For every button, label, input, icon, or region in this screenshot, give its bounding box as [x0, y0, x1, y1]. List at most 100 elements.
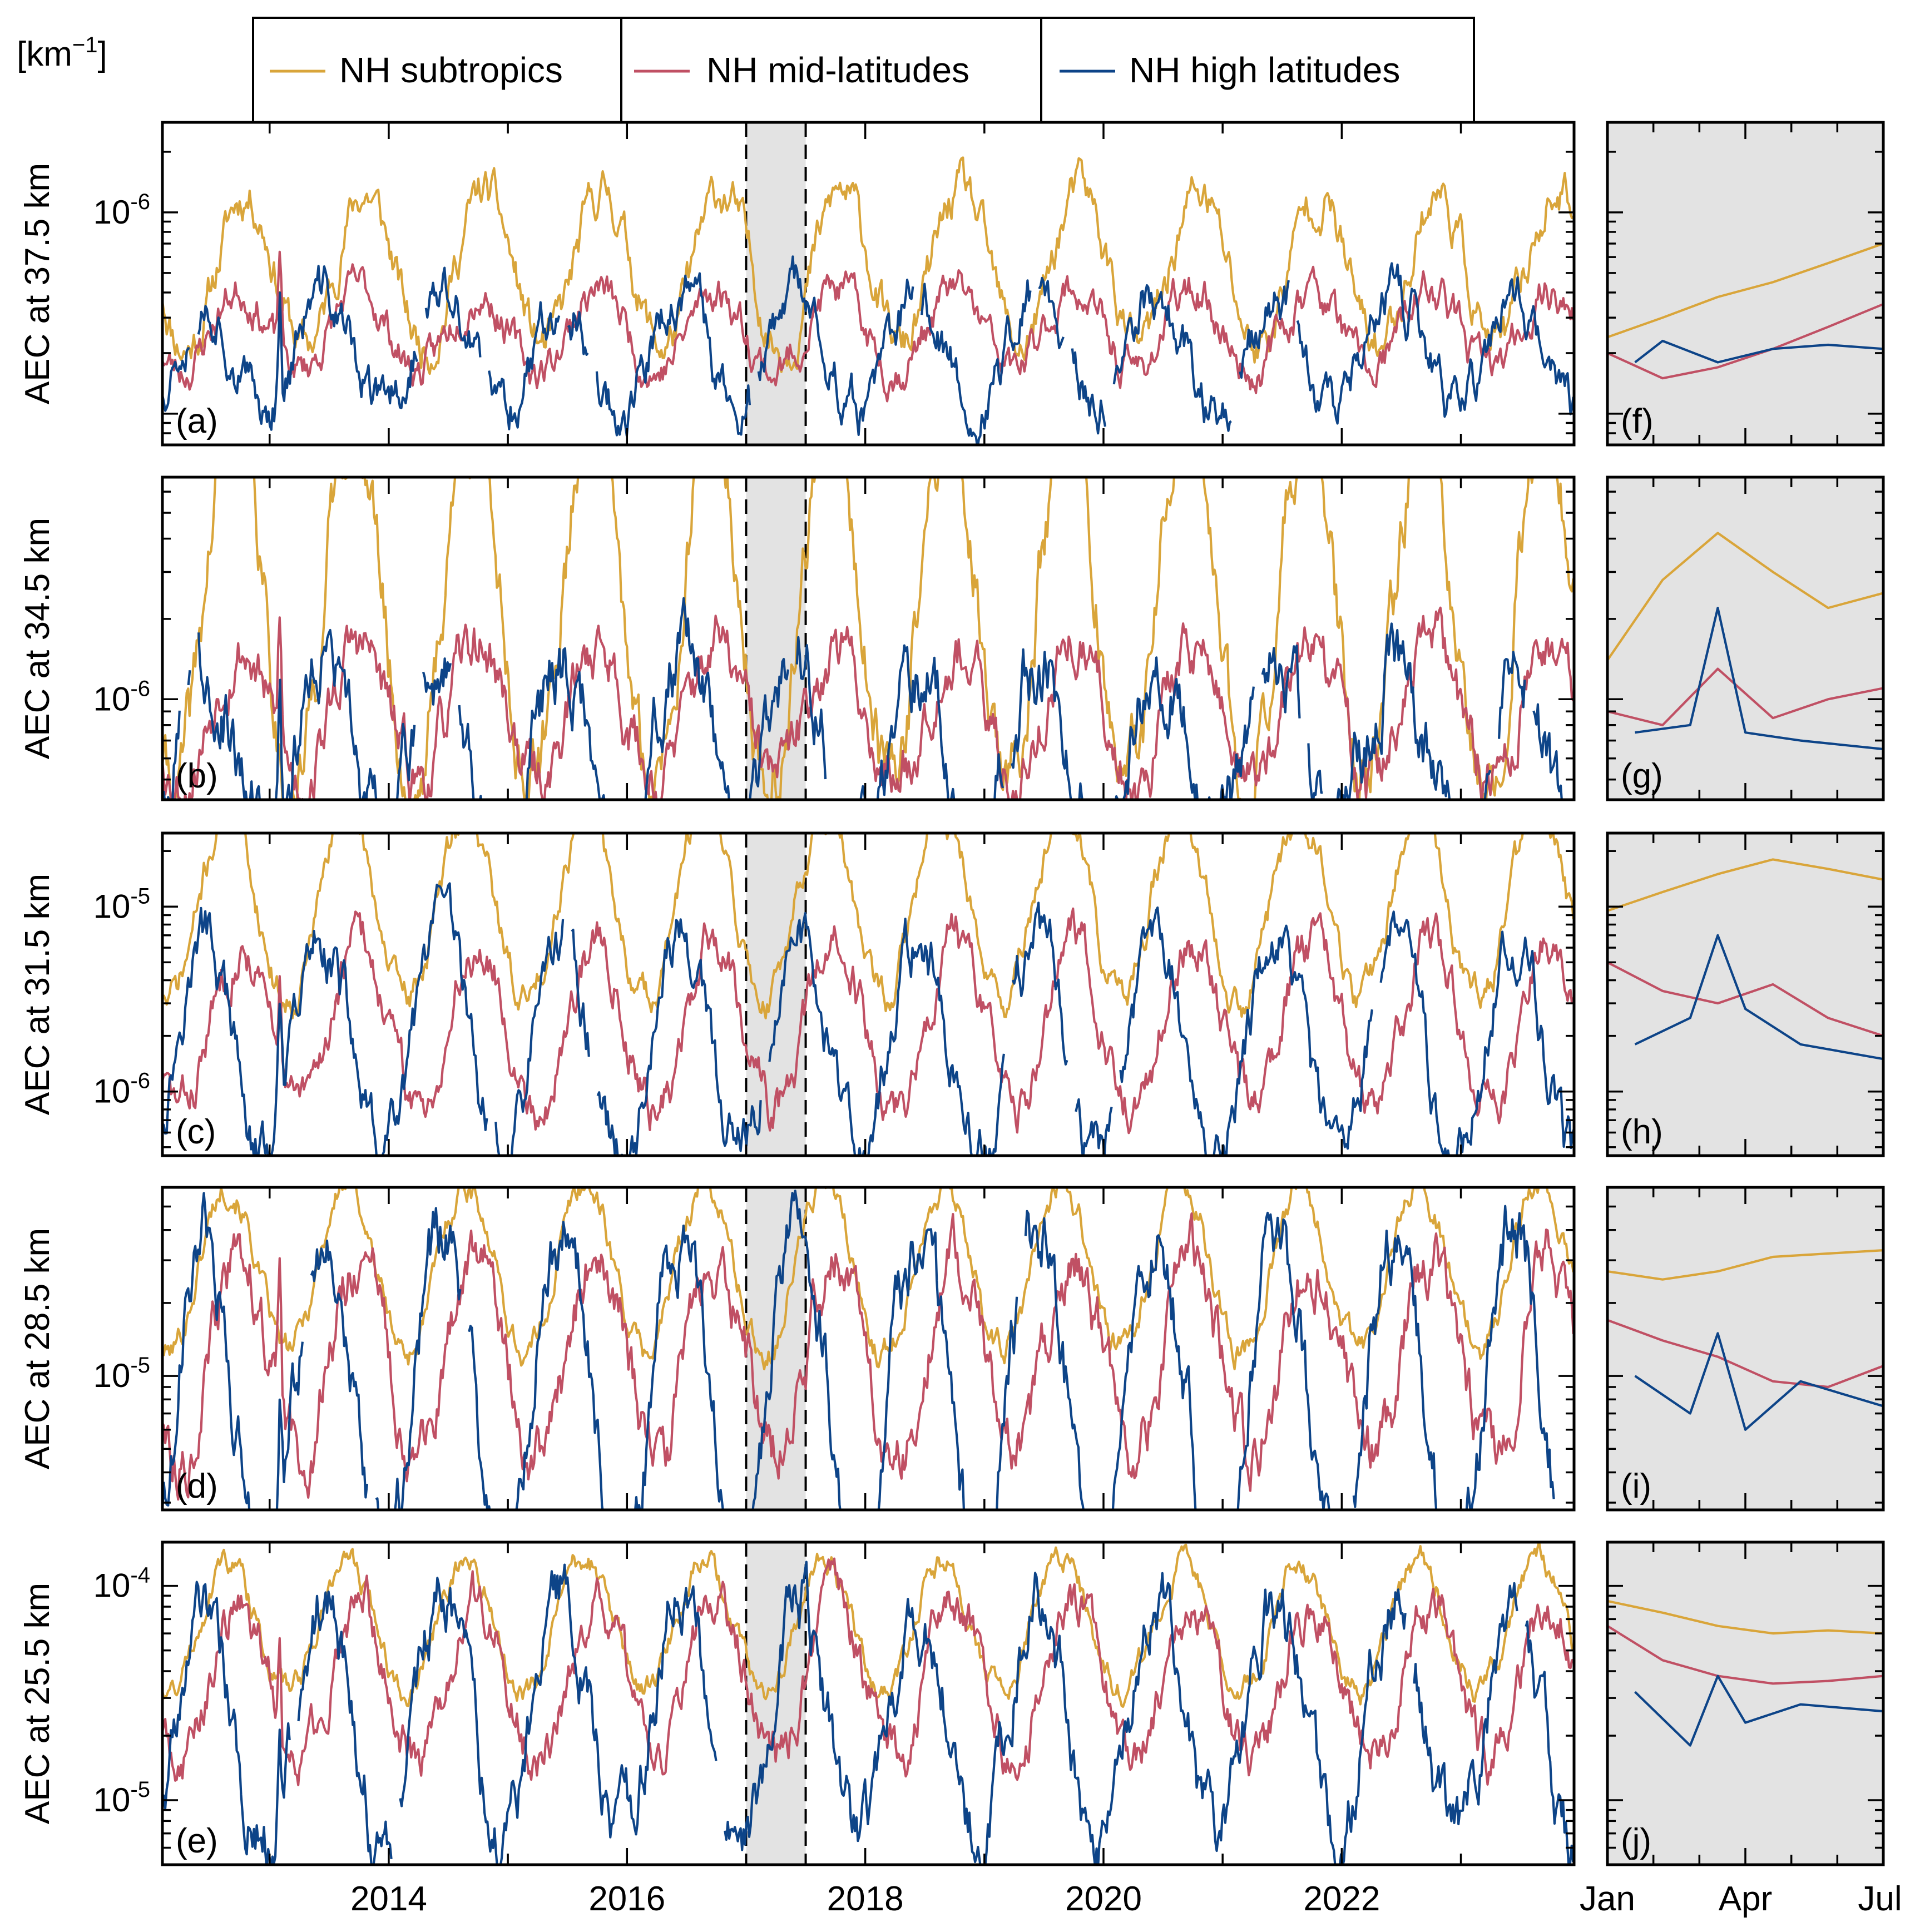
y-tick-label: 10-5: [93, 884, 150, 925]
series-line-nh-high-latitudes-seg-3: [596, 918, 762, 1156]
series-line-nh-high-latitudes-seg-13: [1532, 703, 1563, 800]
panel-frame: [161, 475, 1576, 801]
zoom-series-line-nh-high-latitudes: [1634, 1332, 1883, 1431]
y-tick-label: 10-5: [93, 1777, 150, 1819]
series-line-nh-high-latitudes-seg-6: [859, 644, 1004, 800]
series-line-nh-high-latitudes-seg-9: [1071, 348, 1107, 435]
zoom-panel-label: (j): [1621, 1822, 1651, 1860]
zoom-series-line-nh-high-latitudes: [1634, 934, 1883, 1061]
legend-label-midlat: NH mid-latitudes: [706, 50, 969, 90]
series-line-nh-high-latitudes-seg-5: [1011, 901, 1068, 1066]
panel-4: 10-5 10-4 (e) (j) AEC at 25.5 km: [18, 1540, 1885, 1866]
zoom-series-line-nh-mid-latitudes: [1607, 303, 1883, 380]
y-tick-label: 10-6: [93, 1069, 150, 1110]
series-line-nh-high-latitudes-seg-4: [567, 311, 589, 356]
series-line-nh-high-latitudes-seg-6: [1075, 1098, 1113, 1156]
y-axis-title: AEC at 31.5 km: [18, 874, 57, 1115]
panel-label: (b): [176, 757, 218, 795]
legend-label-subtropics: NH subtropics: [339, 50, 563, 90]
panel-0: 10-6 (a) (f) AEC at 37.5 km: [18, 121, 1885, 447]
zoom-series-line-nh-mid-latitudes: [1607, 1319, 1883, 1389]
zoom-series-line-nh-mid-latitudes: [1607, 667, 1883, 726]
series-line-nh-high-latitudes-seg-12: [1296, 262, 1574, 425]
series-line-nh-high-latitudes-seg-0: [162, 1192, 304, 1510]
series-line-nh-high-latitudes-seg-2: [571, 928, 590, 1057]
zoom-panel-label: (f): [1621, 402, 1654, 440]
zoom-x-tick-label: Jul: [1858, 1880, 1902, 1918]
series-line-nh-high-latitudes-seg-10: [1307, 743, 1323, 800]
panel-label: (d): [176, 1467, 218, 1505]
series-line-nh-high-latitudes-seg-5: [795, 636, 827, 780]
y-axis-title: AEC at 34.5 km: [18, 518, 57, 759]
panel-label: (c): [176, 1113, 216, 1151]
y-tick-label: 10-6: [93, 190, 150, 231]
panel-frame: [161, 1186, 1576, 1512]
series-line-nh-high-latitudes-seg-0: [162, 882, 488, 1156]
zoom-panel-label: (i): [1621, 1467, 1651, 1505]
y-axis-title: AEC at 25.5 km: [18, 1583, 57, 1824]
series-line-nh-high-latitudes-seg-5: [1525, 1620, 1574, 1865]
y-tick-label: 10-4: [93, 1563, 150, 1604]
series-line-nh-high-latitudes-seg-12: [1498, 651, 1526, 739]
zoom-series-line-nh-subtropics: [1607, 1249, 1883, 1281]
series-line-nh-high-latitudes-seg-0: [162, 347, 190, 412]
x-axis-labels: 2014 2016 2018 2020 2022 Jan Apr Jul: [350, 1880, 1902, 1918]
series-line-nh-mid-latitudes-seg-0: [162, 1557, 1574, 1786]
series-line-nh-high-latitudes-seg-1: [197, 265, 418, 431]
legend: NH subtropics NH mid-latitudes NH high l…: [252, 17, 1475, 123]
zoom-background: [1607, 122, 1883, 445]
series-line-nh-high-latitudes-seg-0: [162, 710, 181, 800]
zoom-background: [1607, 1187, 1883, 1510]
panel-label: (a): [176, 402, 218, 440]
zoom-x-tick-label: Jan: [1580, 1880, 1635, 1918]
series-line-nh-high-latitudes-seg-4: [751, 1190, 1018, 1510]
panel-3: 10-5 (d) (i) AEC at 28.5 km: [18, 1186, 1885, 1512]
zoom-series-line-nh-high-latitudes: [1634, 339, 1883, 364]
series-line-nh-high-latitudes-seg-1: [494, 919, 565, 1156]
zoom-background: [1607, 477, 1883, 800]
series-line-nh-high-latitudes-seg-6: [757, 255, 914, 436]
series-line-nh-high-latitudes-seg-5: [595, 272, 751, 437]
series-line-nh-mid-latitudes-seg-0: [162, 1212, 1574, 1501]
series-line-nh-high-latitudes-seg-1: [310, 1239, 369, 1499]
series-line-nh-high-latitudes-seg-3: [488, 301, 561, 430]
series-line-nh-high-latitudes-seg-3: [724, 1561, 1407, 1865]
series-line-nh-high-latitudes-seg-8: [1038, 276, 1065, 349]
series-line-nh-high-latitudes-seg-2: [197, 628, 416, 800]
legend-label-highlat: NH high latitudes: [1129, 50, 1400, 90]
series-line-nh-subtropics-seg-0: [162, 477, 1574, 800]
panel-2: 10-6 10-5 (c) (h) AEC at 31.5 km: [18, 831, 1885, 1157]
series-line-nh-high-latitudes-seg-7: [1011, 648, 1083, 800]
series-line-nh-high-latitudes-seg-6: [1236, 1211, 1330, 1510]
y-axis-title: AEC at 37.5 km: [18, 163, 57, 404]
series-line-nh-high-latitudes-seg-4: [768, 912, 1005, 1156]
panel-frame: [161, 1540, 1576, 1866]
shaded-interval: [746, 1542, 806, 1865]
series-line-nh-high-latitudes-seg-9: [1261, 645, 1301, 719]
series-line-nh-high-latitudes-seg-2: [424, 266, 482, 358]
panel-1: 10-6 (b) (g) AEC at 34.5 km: [18, 475, 1885, 801]
series-line-nh-high-latitudes-seg-10: [1112, 284, 1232, 432]
series-line-nh-high-latitudes-seg-8: [1115, 656, 1255, 800]
series-line-nh-high-latitudes-seg-7: [1352, 1205, 1555, 1510]
panel-label: (e): [176, 1822, 218, 1860]
unit-label: [km−1]: [17, 33, 107, 73]
panels: 10-6 (a) (f) AEC at 37.5 km 10-6 (b) (g) AEC at…: [18, 121, 1902, 1918]
x-tick-label: 2022: [1303, 1880, 1380, 1918]
zoom-series-line-nh-subtropics: [1607, 242, 1883, 339]
series-line-nh-high-latitudes-seg-3: [422, 657, 452, 706]
panel-frame: [161, 831, 1576, 1157]
zoom-series-line-nh-mid-latitudes: [1607, 961, 1883, 1037]
y-axis-title: AEC at 28.5 km: [18, 1228, 57, 1469]
shaded-interval: [746, 122, 806, 445]
series-line-nh-mid-latitudes-seg-0: [162, 250, 1574, 403]
zoom-series-line-nh-subtropics: [1607, 858, 1883, 912]
series-line-nh-high-latitudes-seg-7: [921, 279, 1032, 445]
zoom-series-line-nh-subtropics: [1607, 1599, 1883, 1635]
zoom-series-line-nh-high-latitudes: [1634, 1675, 1883, 1747]
zoom-series-line-nh-subtropics: [1607, 532, 1883, 661]
zoom-series-line-nh-high-latitudes: [1635, 607, 1883, 751]
x-tick-label: 2016: [588, 1880, 665, 1918]
series-line-nh-high-latitudes-seg-4: [1413, 1582, 1518, 1826]
